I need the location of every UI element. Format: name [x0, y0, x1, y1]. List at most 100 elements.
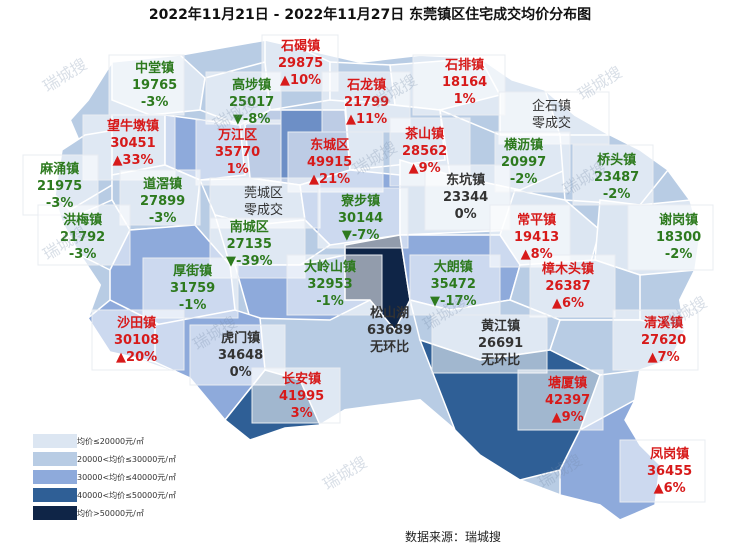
legend-item: 40000<均价≤50000元/㎡: [33, 486, 176, 504]
district-price: 63689: [367, 323, 413, 338]
district-label-hongmei: 洪梅镇 21792 -3%: [60, 212, 105, 263]
district-name: 松山湖: [370, 306, 410, 321]
district-change: 3%: [290, 406, 313, 421]
district-change: 1%: [453, 92, 476, 107]
district-price: 30108: [114, 333, 160, 348]
district-price: 21975: [37, 179, 83, 194]
district-name: 茶山镇: [405, 127, 445, 142]
district-change: -3%: [68, 247, 97, 262]
district-price: 18164: [442, 75, 488, 90]
district-change: ▲9%: [551, 410, 584, 425]
district-change: ▲33%: [112, 153, 154, 168]
district-name: 企石镇: [532, 99, 572, 114]
district-label-dongcheng: 东城区 49915 ▲21%: [307, 137, 352, 188]
district-name: 大朗镇: [433, 260, 473, 275]
district-price: 32953: [307, 277, 353, 292]
district-name: 厚街镇: [173, 264, 213, 279]
district-name: 中堂镇: [135, 61, 175, 76]
district-label-chashan: 茶山镇 28562 ▲9%: [402, 126, 447, 177]
district-label-shilong: 石龙镇 21799 ▲11%: [344, 77, 389, 128]
district-label-gaobu: 高埗镇 25017 ▼-8%: [229, 77, 274, 128]
district-price: 42397: [545, 393, 591, 408]
district-label-xiegang: 谢岗镇 18300 -2%: [656, 212, 701, 263]
district-price: 21799: [344, 95, 390, 110]
district-price: 25017: [229, 95, 275, 110]
legend-item: 均价≤20000元/㎡: [33, 432, 176, 450]
district-name: 塘厦镇: [548, 376, 588, 391]
district-name: 虎门镇: [221, 331, 261, 346]
district-price: 23344: [443, 190, 489, 205]
legend-label: 40000<均价≤50000元/㎡: [77, 490, 176, 500]
legend-swatch: [33, 488, 77, 502]
district-price: 27135: [226, 237, 272, 252]
district-label-zhangmutou: 樟木头镇 26387 ▲6%: [542, 261, 594, 312]
district-price: 27620: [641, 333, 687, 348]
district-price: 20997: [501, 155, 547, 170]
district-change: -2%: [509, 172, 538, 187]
district-name: 桥头镇: [597, 153, 637, 168]
district-label-qingxi: 清溪镇 27620 ▲7%: [641, 315, 686, 366]
district-label-daojiao: 道滘镇 27899 -3%: [140, 176, 185, 227]
data-source: 数据来源：瑞城搜: [405, 530, 502, 544]
district-label-houjie: 厚街镇 31759 -1%: [170, 263, 215, 314]
district-change: -3%: [148, 211, 177, 226]
district-change: ▲10%: [280, 73, 322, 88]
district-name: 高埗镇: [232, 78, 272, 93]
legend-label: 30000<均价≤40000元/㎡: [77, 472, 176, 482]
district-price: 23487: [594, 170, 640, 185]
district-label-wangniudun: 望牛墩镇 30451 ▲33%: [107, 118, 159, 169]
legend-swatch: [33, 506, 77, 520]
district-change: ▲8%: [520, 247, 553, 262]
district-label-changping: 常平镇 19413 ▲8%: [514, 212, 559, 263]
district-price: 21792: [60, 230, 106, 245]
district-name: 石排镇: [445, 58, 485, 73]
district-price: 49915: [307, 155, 353, 170]
district-price: 27899: [140, 194, 186, 209]
district-name: 黄江镇: [481, 319, 521, 334]
district-price: 19765: [132, 78, 178, 93]
district-change: ▲21%: [309, 172, 351, 187]
district-change: ▲20%: [116, 350, 158, 365]
district-change: ▼-8%: [232, 112, 271, 127]
label-boxes: [22, 34, 714, 503]
district-change: -1%: [178, 298, 207, 313]
district-price: 41995: [279, 389, 325, 404]
district-change: 0%: [454, 207, 477, 222]
legend-item: 均价>50000元/㎡: [33, 504, 176, 522]
map-legend: 均价≤20000元/㎡ 20000<均价≤30000元/㎡ 30000<均价≤4…: [33, 432, 176, 522]
district-change: ▲7%: [647, 350, 680, 365]
district-name: 清溪镇: [644, 316, 684, 331]
district-label-zhongtang: 中堂镇 19765 -3%: [132, 60, 177, 111]
district-price: 35770: [215, 145, 261, 160]
legend-label: 均价>50000元/㎡: [77, 508, 144, 518]
district-price: 31759: [170, 281, 216, 296]
district-name: 东城区: [310, 138, 350, 153]
district-change: -3%: [140, 95, 169, 110]
district-label-shatian: 沙田镇 30108 ▲20%: [114, 315, 159, 366]
district-label-changan: 长安镇 41995 3%: [279, 371, 324, 422]
district-name: 凤岗镇: [650, 447, 690, 462]
district-change: -2%: [664, 247, 693, 262]
district-label-shijie: 石碣镇 29875 ▲10%: [278, 38, 323, 89]
legend-swatch: [33, 452, 77, 466]
map-title: 2022年11月21日 - 2022年11月27日 东莞镇区住宅成交均价分布图: [148, 7, 592, 23]
district-price: 35472: [430, 277, 476, 292]
district-name: 麻涌镇: [40, 162, 80, 177]
district-label-dalang: 大朗镇 35472 ▼-17%: [430, 259, 477, 310]
district-label-hengli: 横沥镇 20997 -2%: [501, 137, 546, 188]
district-name: 望牛墩镇: [107, 119, 160, 134]
district-label-machong: 麻涌镇 21975 -3%: [37, 161, 82, 212]
district-price: 18300: [656, 230, 702, 245]
district-change: ▲9%: [408, 161, 441, 176]
district-change: 0%: [229, 365, 252, 380]
district-price: 26387: [545, 279, 591, 294]
legend-label: 均价≤20000元/㎡: [77, 436, 144, 446]
district-price: 29875: [278, 56, 324, 71]
district-change: ▲11%: [346, 112, 388, 127]
district-name: 寮步镇: [341, 194, 381, 209]
district-label-nancheng: 南城区 27135 ▼-39%: [226, 219, 273, 270]
district-label-shipai: 石排镇 18164 1%: [442, 57, 487, 108]
legend-label: 20000<均价≤30000元/㎡: [77, 454, 176, 464]
